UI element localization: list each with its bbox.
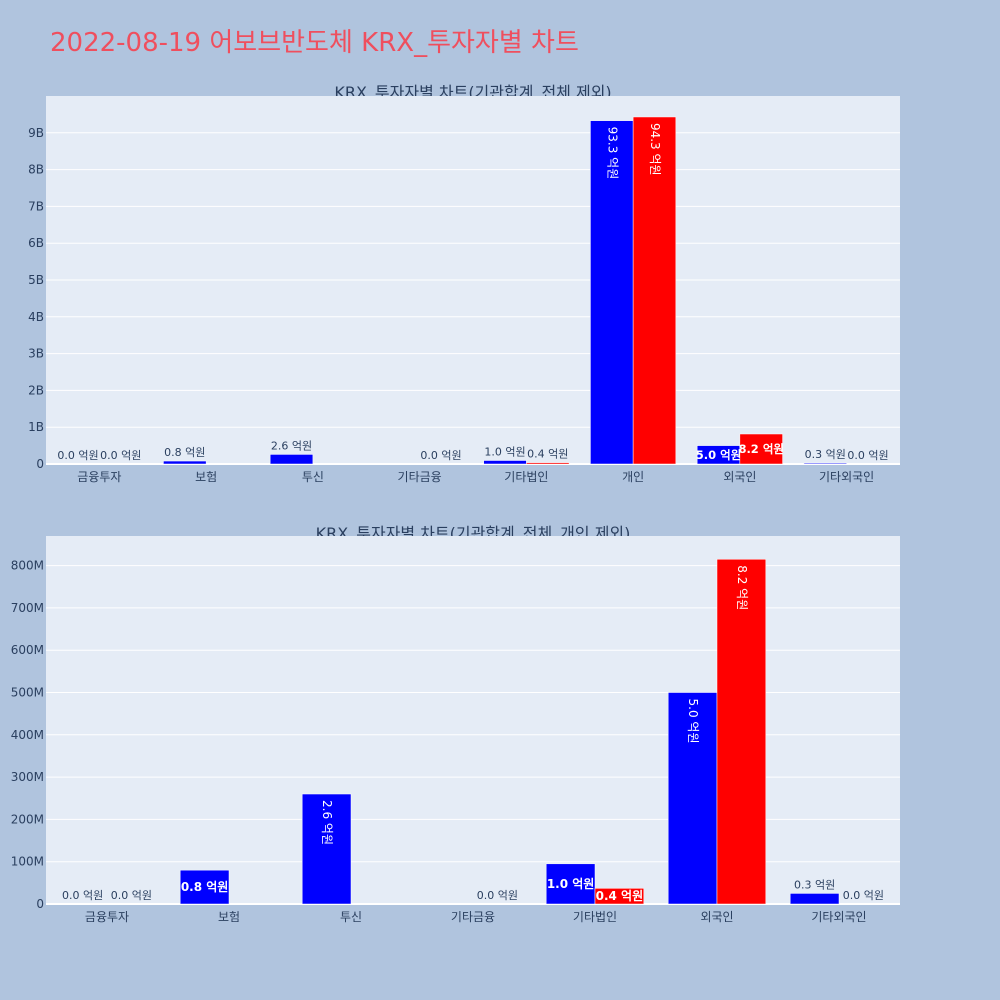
chart-1-data-label: 0.4 억원 xyxy=(527,448,568,461)
chart-2-data-label: 0.3 억원 xyxy=(794,878,835,891)
chart-1-data-label: 0.0 억원 xyxy=(420,449,461,462)
chart-2-x-tick-label: 보험 xyxy=(218,910,240,924)
chart-2-data-label: 2.6 억원 xyxy=(320,800,334,845)
chart-2-bar xyxy=(789,893,840,905)
chart-1-bar xyxy=(739,433,783,465)
chart-1-data-label: 0.8 억원 xyxy=(164,446,205,459)
chart-2-y-tick-label: 800M xyxy=(11,559,44,573)
chart-1-data-label: 5.0 억원 xyxy=(696,448,742,462)
chart-1-bar xyxy=(803,462,847,465)
chart-1-y-tick-label: 9B xyxy=(28,126,44,140)
chart-2-x-tick-label: 투신 xyxy=(340,910,362,924)
chart-1-x-tick-label: 개인 xyxy=(622,470,644,484)
chart-2-data-label: 0.0 억원 xyxy=(62,889,103,902)
chart-2-bar xyxy=(716,559,767,905)
chart-1-y-tick-label: 8B xyxy=(28,163,44,177)
chart-2-data-label: 0.8 억원 xyxy=(181,880,229,894)
chart-1-bar xyxy=(483,460,527,465)
chart-1-data-label: 1.0 억원 xyxy=(484,446,525,459)
chart-1-x-tick-label: 기타외국인 xyxy=(819,470,874,484)
chart-1-y-tick-label: 0 xyxy=(36,457,44,471)
chart-1-x-tick-label: 외국인 xyxy=(723,470,756,484)
chart-1-data-label: 93.3 억원 xyxy=(605,127,619,180)
page-title: 2022-08-19 어보브반도체 KRX_투자자별 차트 xyxy=(50,28,579,58)
chart-1-bar xyxy=(269,454,314,465)
chart-1-y-tick-label: 6B xyxy=(28,236,44,250)
chart-2-y-tick-label: 500M xyxy=(11,686,44,700)
chart-1-y-tick-label: 4B xyxy=(28,310,44,324)
chart-1-data-label: 0.0 억원 xyxy=(847,449,888,462)
chart-1-bar xyxy=(163,460,207,465)
chart-2-y-tick-label: 200M xyxy=(11,812,44,826)
chart-2-data-label: 0.0 억원 xyxy=(843,889,884,902)
chart-2-data-label: 8.2 억원 xyxy=(735,565,749,610)
chart-2-y-tick-label: 700M xyxy=(11,601,44,615)
chart-2-data-label: 1.0 억원 xyxy=(547,877,595,891)
chart-1-y-tick-label: 7B xyxy=(28,199,44,213)
chart-2-x-tick-label: 기타외국인 xyxy=(811,910,866,924)
chart-2-y-tick-label: 0 xyxy=(36,897,44,911)
chart-1-x-tick-label: 기타법인 xyxy=(504,470,548,484)
chart-2-data-label: 0.4 억원 xyxy=(596,889,644,903)
chart-2-x-tick-label: 기타법인 xyxy=(573,910,617,924)
chart-1-data-label: 0.0 억원 xyxy=(100,449,141,462)
chart-2-y-tick-label: 400M xyxy=(11,728,44,742)
chart-1-y-tick-label: 2B xyxy=(28,383,44,397)
chart-2-bar xyxy=(545,863,596,905)
chart-2-plot-area xyxy=(46,536,900,904)
chart-1-x-tick-label: 투신 xyxy=(302,470,324,484)
chart-1-x-tick-label: 보험 xyxy=(195,470,217,484)
chart-1-bar xyxy=(632,116,677,465)
chart-2-data-label: 0.0 억원 xyxy=(477,889,518,902)
chart-2-y-tick-label: 100M xyxy=(11,855,44,869)
chart-2-x-tick-label: 외국인 xyxy=(700,910,733,924)
chart-2-y-tick-label: 300M xyxy=(11,770,44,784)
chart-1-y-tick-label: 3B xyxy=(28,347,44,361)
chart-2-data-label: 5.0 억원 xyxy=(686,699,700,744)
chart-2-bar xyxy=(179,869,230,905)
chart-1-data-label: 0.3 억원 xyxy=(805,448,846,461)
chart-2-data-label: 0.0 억원 xyxy=(111,889,152,902)
chart-1-data-label: 94.3 억원 xyxy=(648,123,662,176)
chart-1-data-label: 2.6 억원 xyxy=(271,439,312,452)
chart-2-bar xyxy=(594,888,645,905)
chart-1-x-tick-label: 기타금융 xyxy=(398,470,442,484)
chart-1-y-tick-label: 5B xyxy=(28,273,44,287)
chart-2-bar xyxy=(667,692,718,905)
chart-1-y-tick-label: 1B xyxy=(28,420,44,434)
chart-1-x-tick-label: 금융투자 xyxy=(77,470,121,484)
chart-1-data-label: 0.0 억원 xyxy=(57,449,98,462)
chart-2-y-tick-label: 600M xyxy=(11,643,44,657)
chart-2-x-tick-label: 기타금융 xyxy=(451,910,495,924)
chart-1-bar xyxy=(526,462,570,465)
chart-2-bar xyxy=(301,793,352,905)
chart-2-x-tick-label: 금융투자 xyxy=(85,910,129,924)
chart-1-data-label: 8.2 억원 xyxy=(738,442,784,456)
